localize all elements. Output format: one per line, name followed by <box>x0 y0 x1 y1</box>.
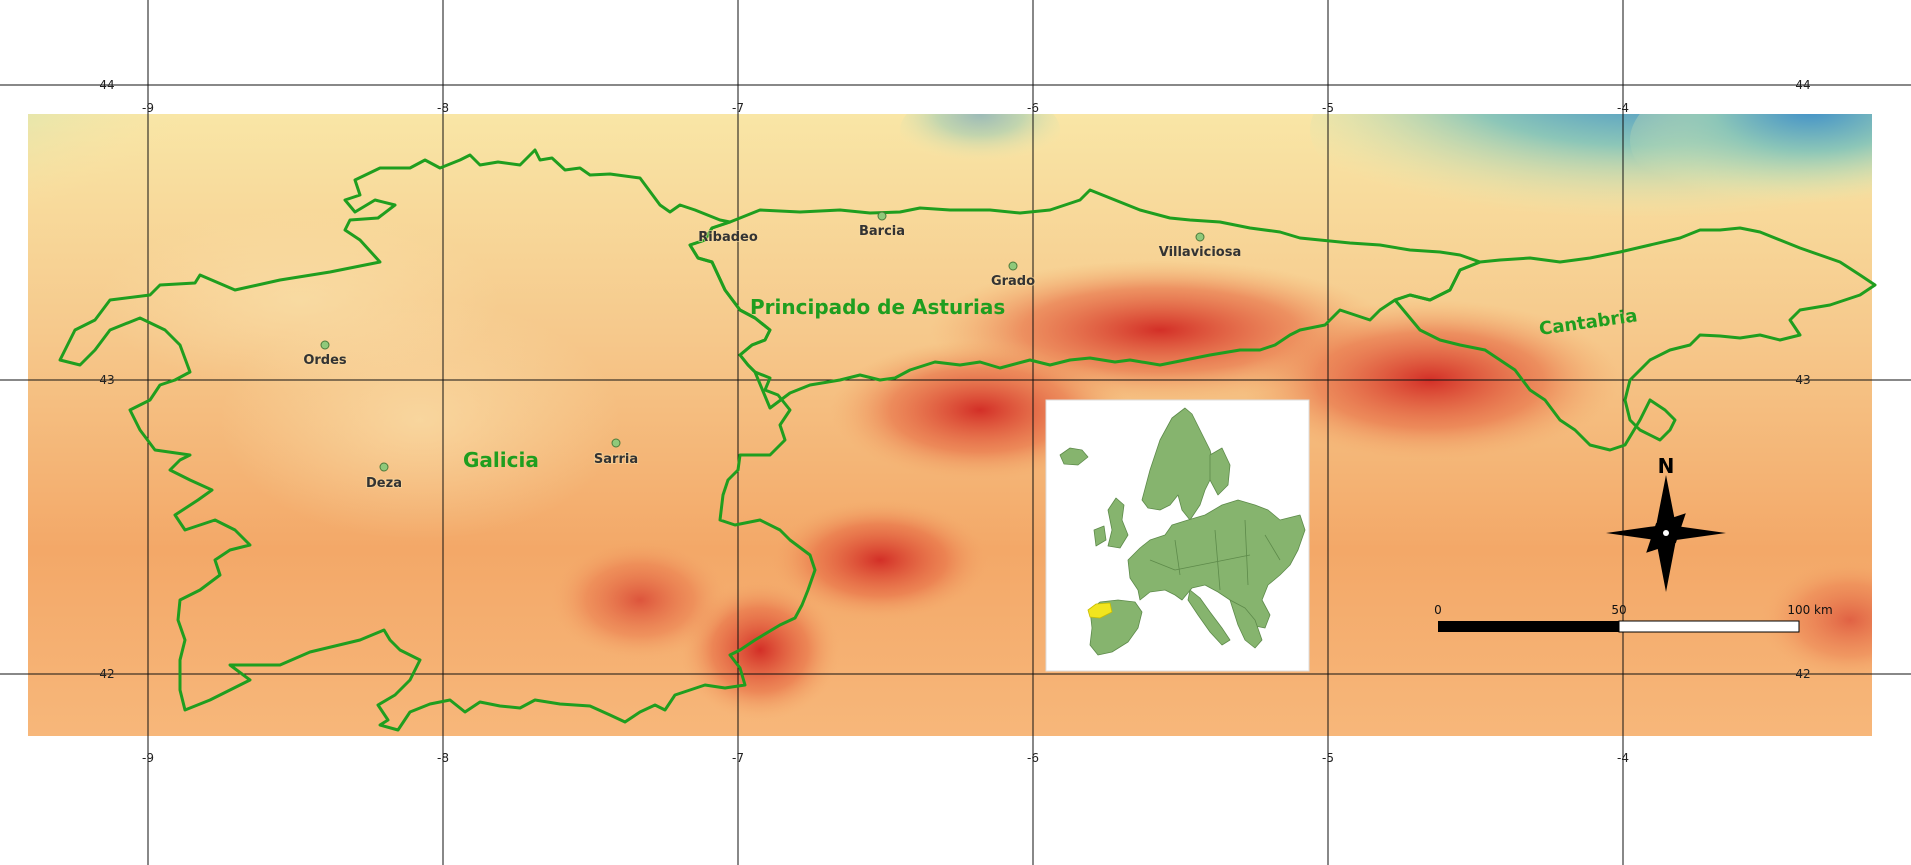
lon-label-top: -4 <box>1617 101 1629 115</box>
region-label-galicia: Galicia <box>463 448 539 472</box>
place-label-deza: Deza <box>366 476 402 491</box>
place-labels: Ribadeo Barcia Villaviciosa Grado Ordes … <box>302 223 1242 492</box>
lon-label-bottom: -9 <box>142 751 154 765</box>
lon-label-bottom: -4 <box>1617 751 1629 765</box>
place-marker[interactable] <box>877 211 887 221</box>
scale-label-0: 0 <box>1434 603 1442 617</box>
lat-label-left: 42 <box>99 667 114 681</box>
scale-bar-empty <box>1618 620 1800 633</box>
place-label-sarria: Sarria <box>594 452 638 467</box>
study-area-highlight <box>1087 602 1113 619</box>
place-markers <box>320 211 1205 472</box>
place-label-ribadeo: Ribadeo <box>698 230 758 245</box>
region-boundaries <box>58 148 1877 732</box>
lat-label-right: 44 <box>1795 78 1810 92</box>
lon-label-top: -6 <box>1027 101 1039 115</box>
latitude-labels: 44 43 42 44 43 42 <box>99 78 1810 681</box>
place-label-grado: Grado <box>991 274 1035 289</box>
lat-label-left: 44 <box>99 78 114 92</box>
place-label-ordes: Ordes <box>303 353 347 368</box>
lat-label-left: 43 <box>99 373 114 387</box>
north-arrow-label: N <box>1658 454 1675 478</box>
scale-label-50: 50 <box>1611 603 1626 617</box>
lon-label-bottom: -6 <box>1027 751 1039 765</box>
place-marker[interactable] <box>320 340 330 350</box>
europe-inset[interactable] <box>1045 399 1310 672</box>
asturias-boundary[interactable] <box>688 188 1482 410</box>
galicia-boundary[interactable] <box>58 148 817 732</box>
lat-label-right: 43 <box>1795 373 1810 387</box>
lon-label-bottom: -5 <box>1322 751 1334 765</box>
place-marker[interactable] <box>1008 261 1018 271</box>
place-marker[interactable] <box>379 462 389 472</box>
lon-label-bottom: -7 <box>732 751 744 765</box>
scale-bar: 0 50 100 km <box>1434 603 1833 633</box>
lon-label-top: -8 <box>437 101 449 115</box>
place-marker[interactable] <box>611 438 621 448</box>
lon-label-top: -5 <box>1322 101 1334 115</box>
scale-bar-filled <box>1438 621 1619 632</box>
lon-label-top: -7 <box>732 101 744 115</box>
cantabria-boundary[interactable] <box>1393 226 1877 452</box>
place-marker[interactable] <box>1195 232 1205 242</box>
longitude-labels: -9 -8 -7 -6 -5 -4 -9 -8 -7 -6 -5 -4 <box>142 101 1629 765</box>
lon-label-bottom: -8 <box>437 751 449 765</box>
place-label-barcia: Barcia <box>859 224 905 239</box>
lat-label-right: 42 <box>1795 667 1810 681</box>
place-label-villaviciosa: Villaviciosa <box>1159 245 1242 260</box>
region-label-asturias: Principado de Asturias <box>750 295 1005 319</box>
lon-label-top: -9 <box>142 101 154 115</box>
scale-label-100km: 100 km <box>1787 603 1832 617</box>
europe-locator-map-icon <box>1059 407 1306 656</box>
